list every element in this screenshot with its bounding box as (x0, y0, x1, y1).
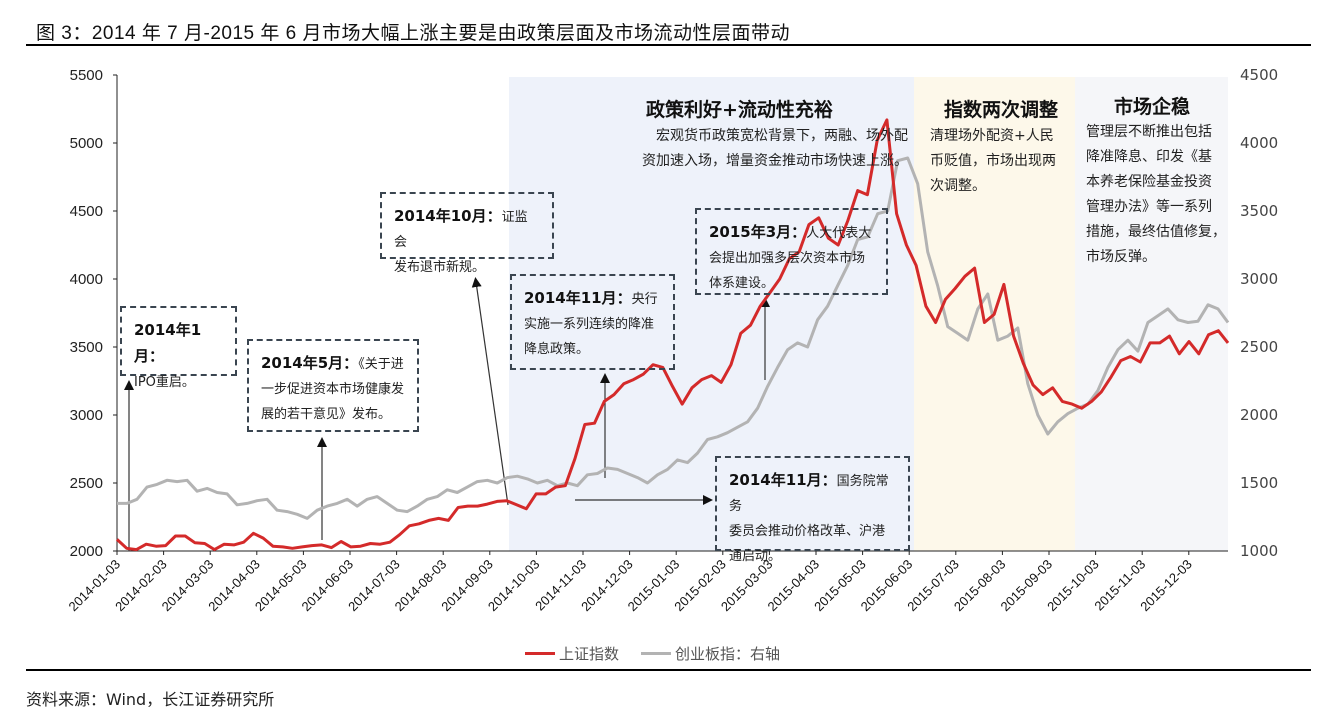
y-tick-right: 3000 (1240, 270, 1278, 288)
region-text-line: 清理场外配资+人民 (930, 128, 1054, 144)
annotation-date: 2014年11月： (729, 471, 837, 489)
annotation-date: 2014年10月： (394, 207, 502, 225)
region-text-line: 宏观货币政策宽松背景下，两融、场外配 (656, 128, 908, 144)
region-text-line: 币贬值，市场出现两 (930, 153, 1056, 169)
annotation-text: 国务院常务 (729, 474, 889, 514)
y-tick-left: 3500 (70, 339, 103, 356)
annotation-text: 一步促进资本市场健康发 (261, 382, 405, 397)
y-tick-right: 4000 (1240, 134, 1278, 152)
series-lines (115, 118, 1230, 552)
legend-item-shanghai: 上证指数 (525, 643, 619, 664)
region-text-correction: 清理场外配资+人民 币贬值，市场出现两 次调整。 (930, 124, 1056, 199)
y-tick-right: 4500 (1240, 66, 1278, 84)
annotation-text: 通启动。 (729, 549, 782, 564)
footer-rule (26, 669, 1311, 671)
annotation-date: 2014年11月： (524, 289, 632, 307)
annotation-text: 展的若干意见》发布。 (261, 407, 392, 422)
chart-legend: 上证指数 创业板指：右轴 (525, 643, 794, 664)
annotation-text: 会提出加强多层次资本市场 (709, 251, 866, 266)
annotation-text: 实施一系列连续的降准 (524, 317, 655, 332)
annotation-2015-03: 2015年3月：人大代表大 会提出加强多层次资本市场 体系建设。 (695, 208, 888, 295)
region-text-line: 次调整。 (930, 178, 986, 194)
region-text-stabilize: 管理层不断推出包括 降准降息、印发《基 本养老保险基金投资 管理办法》等一系列 … (1086, 120, 1226, 270)
figure-title: 图 3：2014 年 7 月-2015 年 6 月市场大幅上涨主要是由政策层面及… (36, 23, 791, 44)
annotation-text: 证监会 (394, 210, 528, 250)
annotation-date: 2014年5月： (261, 354, 359, 372)
annotation-text: 人大代表大 (806, 226, 872, 241)
legend-swatch-gray (641, 652, 672, 655)
annotation-text: IPO重启。 (134, 375, 195, 390)
annotation-text: 体系建设。 (709, 276, 775, 291)
y-tick-left: 5000 (70, 135, 103, 152)
annotation-date: 2015年3月： (709, 223, 807, 241)
legend-label: 创业板指：右轴 (675, 645, 781, 663)
legend-swatch-red (525, 652, 555, 655)
source-note: 资料来源：Wind，长江证券研究所 (26, 690, 275, 709)
y-tick-left: 4500 (70, 203, 103, 220)
region-title-rally: 政策利好+流动性充裕 (646, 99, 833, 121)
region-text-rally: 宏观货币政策宽松背景下，两融、场外配 资加速入场，增量资金推动市场快速上涨。 (600, 124, 908, 174)
region-text-line: 降准降息、印发《基 (1086, 149, 1212, 165)
y-tick-right: 3500 (1240, 202, 1278, 220)
y-tick-left: 3000 (70, 407, 103, 424)
annotation-arrows (124, 277, 770, 551)
annotation-2014-05: 2014年5月：《关于进 一步促进资本市场健康发 展的若干意见》发布。 (247, 339, 419, 432)
region-text-line: 管理办法》等一系列 (1086, 199, 1212, 215)
y-tick-right: 1000 (1240, 542, 1278, 560)
annotation-2014-10: 2014年10月：证监会 发布退市新规。 (380, 192, 554, 275)
legend-item-chinext: 创业板指：右轴 (641, 643, 780, 664)
annotation-arrow (471, 277, 509, 506)
region-title-stabilize: 市场企稳 (1114, 96, 1191, 118)
y-tick-left: 5500 (70, 67, 103, 84)
region-title-correction: 指数两次调整 (944, 99, 1059, 121)
annotation-2014-11-state-council: 2014年11月：国务院常务 委员会推动价格改革、沪港 通启动。 (715, 456, 910, 564)
region-text-line: 本养老保险基金投资 (1086, 174, 1212, 190)
annotation-text: 《关于进 (358, 357, 404, 372)
y-tick-left: 2000 (70, 543, 103, 560)
annotation-date: 2014年1月： (134, 321, 202, 365)
y-tick-right: 2500 (1240, 338, 1278, 356)
region-text-line: 措施，最终估值修复， (1086, 224, 1226, 240)
annotation-2014-11-pboc: 2014年11月：央行 实施一系列连续的降准 降息政策。 (510, 274, 675, 370)
region-text-line: 管理层不断推出包括 (1086, 124, 1212, 140)
shaded-region (509, 77, 914, 551)
legend-label: 上证指数 (559, 645, 620, 663)
annotation-text: 委员会推动价格改革、沪港 (729, 524, 886, 539)
y-tick-left: 2500 (70, 475, 103, 492)
series-chinext (117, 156, 1230, 520)
annotation-text: 央行 (631, 292, 658, 307)
annotation-text: 发布退市新规。 (394, 260, 486, 275)
series-shanghai (115, 118, 1230, 552)
y-tick-right: 1500 (1240, 474, 1278, 492)
y-tick-left: 4000 (70, 271, 103, 288)
y-tick-right: 2000 (1240, 406, 1278, 424)
region-text-line: 资加速入场，增量资金推动市场快速上涨。 (642, 153, 908, 169)
annotation-2014-01: 2014年1月： IPO重启。 (120, 306, 237, 390)
region-text-line: 市场反弹。 (1086, 249, 1156, 265)
annotation-text: 降息政策。 (524, 342, 590, 357)
title-rule (26, 44, 1311, 46)
